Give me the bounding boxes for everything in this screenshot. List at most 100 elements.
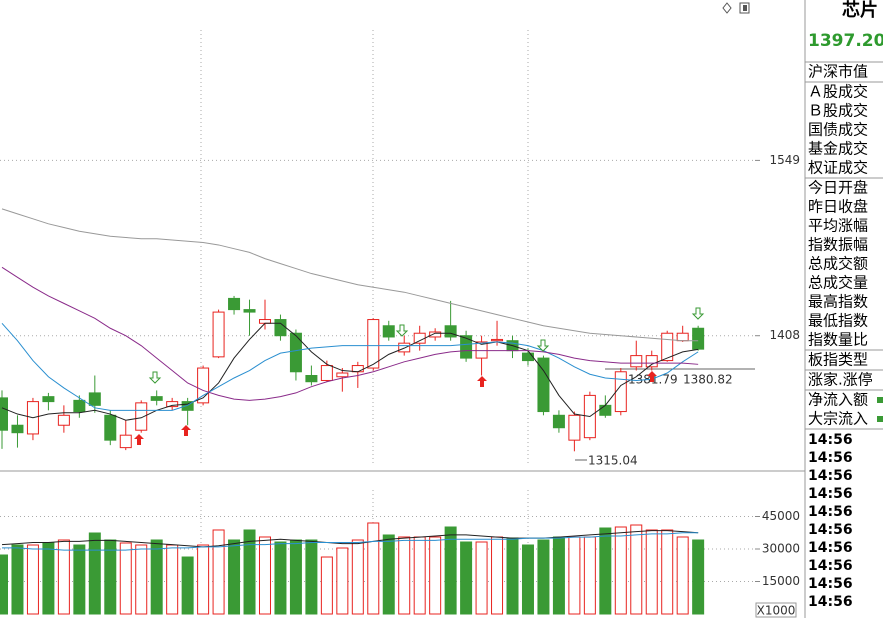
candle-body [367,319,380,369]
candle-body [552,414,565,429]
volume-bar [104,539,117,615]
icon[interactable] [722,2,732,14]
y-tick-label: 30000 [762,541,800,555]
candle-body [537,357,550,413]
volume-bar [228,539,241,615]
candle-body [289,332,302,373]
sidebar-label: 板指类型 [808,351,868,369]
volume-bar [398,536,411,615]
flow-indicator [877,416,883,422]
candle-body [351,365,364,373]
volume-bar [599,527,612,615]
volume-bar [26,544,39,615]
candle-body [382,325,395,338]
volume-bar [274,541,287,615]
time-label: 14:56 [808,594,853,610]
stock-name: 芯片 [842,0,878,21]
candle-body [320,365,333,381]
candle-body [42,396,55,403]
level-label: 1380.82 [683,373,733,387]
time-label: 14:56 [808,558,853,574]
candle-body [150,396,163,401]
candle-body [57,414,70,426]
sidebar-label: 涨家.涨停 [808,371,873,389]
ma-line [2,532,699,551]
volume-bar [568,536,581,615]
candle-body [212,311,225,358]
candle-body [119,434,132,449]
time-label: 14:56 [808,504,853,520]
volume-bar [661,529,674,615]
volume-bar [413,536,426,615]
volume-bar [676,536,689,615]
sidebar-label: 沪深市值 [808,63,868,81]
candle-body [614,371,627,413]
sidebar-label: 权证成交 [808,159,868,177]
time-label: 14:56 [808,486,853,502]
y-tick-label: 45000 [762,509,800,523]
buy-arrow [181,425,191,436]
candle-body [243,309,256,313]
volume-bar [630,524,643,615]
ma-line [1,266,699,401]
unit-box [755,602,797,618]
y-tick-label: 1549 [769,153,800,167]
sidebar-label: 最高指数 [808,293,868,311]
sidebar-label: 指数量比 [808,331,868,349]
sidebar-label: 国债成交 [808,121,868,139]
volume-bar [692,539,705,615]
candle-body [197,367,210,404]
sidebar-label: 今日开盘 [808,179,868,197]
sidebar-label: 指数振幅 [808,236,868,254]
ma-line [1,322,699,421]
sidebar-label: 总成交量 [808,274,868,292]
candle-body [88,392,101,406]
candle-body [0,397,8,431]
candle-body [645,355,658,368]
candle-body [398,342,411,353]
volume-bar [552,536,565,615]
buy-arrow [134,434,144,445]
volume-bar [351,539,364,615]
time-label: 14:56 [808,522,853,538]
icon[interactable] [739,2,750,14]
sidebar-label: 最低指数 [808,312,868,330]
candle-body [676,332,689,342]
sidebar-label: 净流入额 [808,391,868,409]
candle-body [630,355,643,368]
sidebar-label: Ｂ股成交 [808,102,868,120]
volume-bar [583,536,596,615]
volume-bar [336,547,349,615]
candle-body [692,327,705,350]
sidebar-label: 昨日收盘 [808,198,868,216]
volume-bar [166,544,179,615]
sell-arrow [536,339,550,352]
sidebar-label: Ａ股成交 [808,83,868,101]
sidebar-label: 平均涨幅 [808,217,868,235]
volume-bar [88,532,101,615]
volume-bar [197,544,210,615]
candle-body [444,325,457,338]
volume-bar [537,539,550,615]
candle-body [305,375,318,383]
volume-bar [367,522,380,615]
y-tick-label: 15000 [762,574,800,588]
sidebar-label: 大宗流入 [808,410,868,428]
candle-body [258,319,271,324]
ma-line [1,322,699,411]
volume-bar [212,529,225,615]
volume-bar [614,526,627,615]
volume-bar [258,536,271,615]
candle-body [475,341,488,359]
volume-bar [506,537,519,615]
candle-body [460,335,473,359]
time-label: 14:56 [808,432,853,448]
sell-arrow [395,324,409,337]
unit-label: X1000 [757,604,796,618]
volume-bar [382,534,395,615]
candle-body [135,402,148,431]
time-label: 14:56 [808,450,853,466]
y-tick-label: 1408 [769,328,800,342]
